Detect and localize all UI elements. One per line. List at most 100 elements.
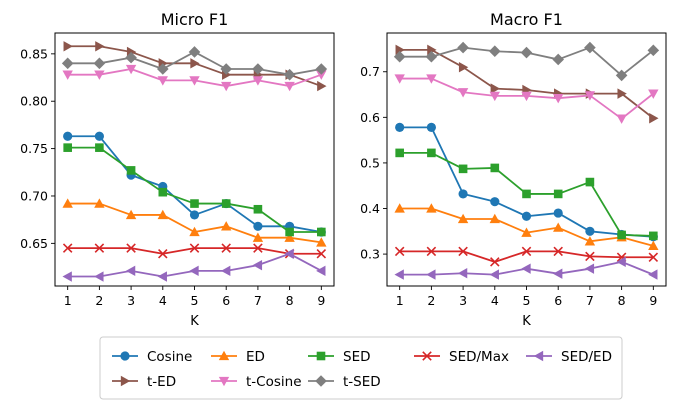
data-point (553, 208, 563, 218)
data-point (585, 226, 595, 236)
legend-marker (315, 375, 327, 387)
data-point (125, 51, 137, 64)
data-point (189, 76, 200, 86)
data-point (490, 197, 500, 207)
data-point (521, 263, 531, 274)
data-point (395, 122, 405, 132)
data-point (394, 269, 404, 280)
legend-entry-sed-ed: SED/ED (526, 349, 612, 365)
x-tick-label: 1 (396, 293, 404, 308)
data-point (585, 177, 595, 187)
legend-marker (120, 375, 131, 387)
data-point (584, 91, 596, 101)
data-point (427, 148, 436, 158)
series-sed-max (394, 246, 659, 267)
data-point (317, 80, 327, 92)
data-point (63, 143, 72, 152)
data-point (253, 204, 263, 214)
legend-marker (218, 376, 230, 387)
x-axis-label: K (522, 314, 531, 329)
data-point (62, 271, 72, 282)
data-point (553, 222, 564, 232)
data-point (63, 131, 73, 141)
chart-title: Micro F1 (161, 10, 229, 29)
data-point (125, 64, 137, 75)
legend-label: Cosine (147, 349, 192, 365)
data-point (189, 265, 199, 277)
data-point (395, 44, 405, 56)
data-point (426, 246, 437, 257)
x-tick-label: 7 (254, 293, 262, 308)
data-point (317, 227, 326, 237)
legend-label: t-Cosine (246, 374, 302, 390)
y-tick-label: 0.7 (360, 64, 380, 79)
data-point (649, 113, 659, 124)
legend-entry-t-cosine: t-Cosine (211, 374, 302, 390)
legend-entry-cosine: Cosine (112, 349, 192, 365)
data-point (94, 131, 104, 141)
y-tick-label: 0.3 (360, 247, 380, 262)
series-sed-ed (394, 256, 658, 280)
data-point (61, 57, 74, 70)
series-ed (62, 198, 327, 247)
y-tick-label: 0.5 (360, 155, 380, 170)
x-tick-label: 6 (554, 293, 562, 308)
data-point (221, 81, 232, 92)
data-point (156, 63, 169, 75)
data-point (62, 243, 73, 253)
data-point (426, 74, 437, 84)
macro-f1-panel: Macro F1 1 2 3 4 5 6 7 8 9 K 0.3 0.4 0.5 0.6 0.7 (360, 10, 667, 329)
data-point (221, 265, 231, 277)
legend-label: ED (246, 349, 265, 365)
x-tick-label: 4 (491, 293, 499, 308)
data-point (252, 76, 264, 86)
legend-marker (316, 351, 326, 361)
data-point (126, 166, 136, 175)
data-point (126, 243, 136, 253)
x-tick-label: 2 (95, 293, 103, 308)
data-point (125, 265, 136, 277)
data-point (316, 70, 327, 80)
data-point (426, 203, 437, 213)
data-point (425, 50, 438, 63)
legend-entry-t-ed: t-ED (112, 374, 176, 390)
data-point (458, 246, 468, 257)
data-point (190, 58, 200, 69)
data-point (458, 164, 468, 174)
data-point (489, 213, 500, 224)
data-point (647, 44, 660, 57)
legend-marker (422, 351, 432, 361)
series-cosine (395, 122, 658, 242)
data-point (426, 269, 436, 280)
series-t-sed (393, 41, 660, 82)
legend-entry-sed-max: SED/Max (414, 349, 509, 365)
legend-marker (120, 351, 130, 361)
series-sed (63, 143, 326, 237)
data-point (457, 268, 468, 279)
data-point (488, 45, 501, 58)
data-point (253, 221, 263, 231)
data-point (427, 44, 437, 56)
x-axis-label: K (190, 314, 199, 329)
data-point (189, 243, 200, 253)
y-tick-label: 0.75 (20, 141, 48, 156)
data-point (394, 246, 405, 257)
data-point (616, 114, 627, 124)
data-point (521, 91, 532, 102)
series-t-sed (61, 46, 328, 81)
data-point (648, 240, 659, 251)
data-point (284, 232, 295, 242)
data-point (252, 63, 264, 75)
data-point (521, 246, 532, 257)
data-point (93, 57, 106, 70)
data-point (94, 243, 105, 253)
data-point (521, 227, 532, 237)
data-point (316, 249, 327, 259)
data-point (394, 203, 405, 213)
data-point (221, 221, 232, 231)
legend-label: SED/Max (449, 349, 509, 365)
data-point (649, 231, 658, 241)
legend-marker (533, 350, 544, 362)
x-tick-label: 6 (222, 293, 230, 308)
